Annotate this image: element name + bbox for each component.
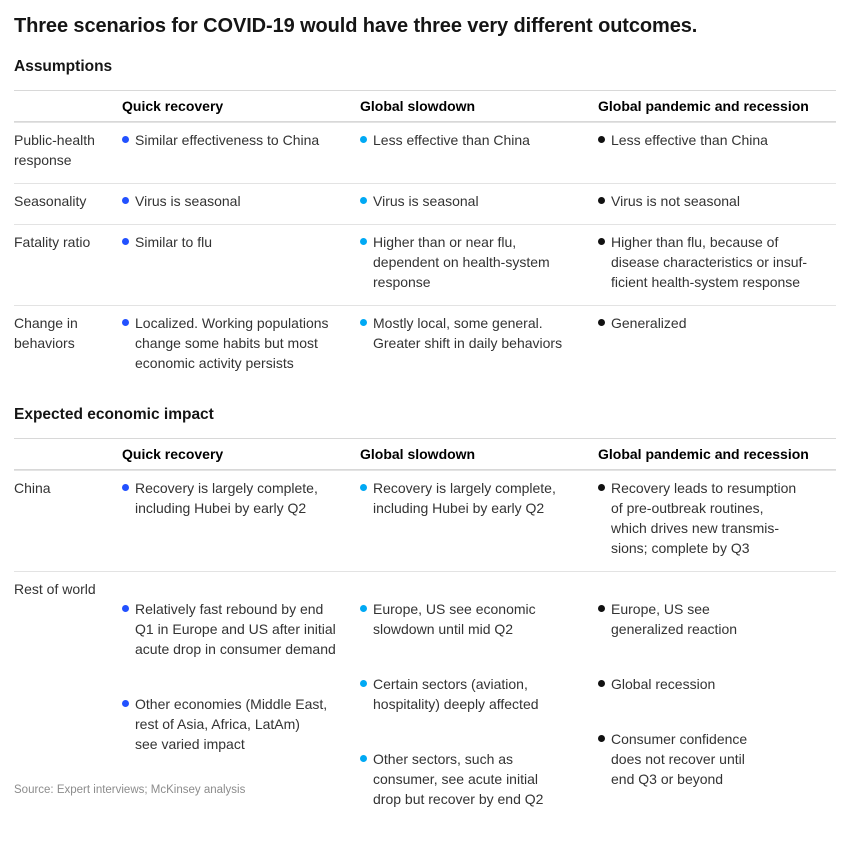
column-header-row: Quick recovery Global slowdown Global pa… [14,90,836,122]
column-header-row: Quick recovery Global slowdown Global pa… [14,438,836,470]
bullet-dot [360,136,367,143]
column-header-global-slowdown: Global slowdown [360,98,476,114]
bullet-text: Virus is seasonal [135,193,241,209]
bullet-text: Virus is not seasonal [611,193,740,209]
bullet-dot [598,484,605,491]
exhibit-page: { "page": { "title": "Three scenarios fo… [14,15,836,807]
bullet-dot [360,197,367,204]
table-row-public-health: Public-health response Similar effective… [14,122,836,183]
row-label: China [14,480,51,496]
bullet-item: Similar to flu [122,232,354,252]
bullet-item: Virus is not seasonal [598,191,830,211]
row-label: Rest of world [14,581,96,597]
column-header-global-pandemic: Global pandemic and recession [598,98,809,114]
bullet-dot [598,680,605,687]
row-label: Change in behaviors [14,315,78,351]
bullet-dot [122,238,129,245]
bullet-text: Europe, US see generalized reaction [611,601,738,637]
bullet-dot [360,605,367,612]
page-title: Three scenarios for COVID-19 would have … [14,15,698,37]
column-header-global-pandemic: Global pandemic and recession [598,446,809,462]
bullet-dot [122,484,129,491]
bullet-item: Higher than or near flu, dependent on he… [360,232,592,292]
bullet-item: Localized. Working populations change so… [122,313,354,373]
bullet-dot [360,319,367,326]
bullet-dot [122,136,129,143]
bullet-text: Higher than flu, because of disease char… [611,234,808,290]
bullet-text: Relatively fast rebound by end Q1 in Eur… [135,601,336,657]
bullet-dot [122,700,129,707]
bullet-text: Consumer confidence does not recover unt… [611,731,748,787]
bullet-item: Virus is seasonal [122,191,354,211]
column-header-quick-recovery: Quick recovery [122,446,224,462]
bullet-dot [598,319,605,326]
bullet-item: Certain sectors (aviation, hospitality) … [360,674,592,714]
bullet-dot [598,136,605,143]
bullet-dot [122,197,129,204]
row-label: Public-health response [14,132,95,168]
bullet-item: Similar effectiveness to China [122,130,354,150]
bullet-item: Less effective than China [598,130,830,150]
row-label: Seasonality [14,193,87,209]
bullet-text: Higher than or near flu, dependent on he… [373,234,550,290]
bullet-item: Europe, US see generalized reaction [598,599,830,639]
header-spacer [14,91,122,121]
bullet-dot [598,238,605,245]
table-row-rest-of-world: Rest of world Relatively fast rebound by… [14,571,836,842]
economic-impact-table: Quick recovery Global slowdown Global pa… [14,438,836,842]
bullet-item: Generalized [598,313,830,333]
bullet-dot [360,238,367,245]
bullet-text: Recovery is largely complete, including … [373,480,556,516]
bullet-text: Certain sectors (aviation, hospitality) … [373,676,539,712]
bullet-dot [122,319,129,326]
bullet-dot [360,484,367,491]
bullet-text: Less effective than China [373,132,530,148]
bullet-text: Europe, US see economic slowdown until m… [373,601,536,637]
bullet-dot [122,605,129,612]
bullet-item: Relatively fast rebound by end Q1 in Eur… [122,599,354,659]
bullet-dot [598,197,605,204]
bullet-dot [598,605,605,612]
source-note: Source: Expert interviews; McKinsey anal… [14,784,246,796]
bullet-text: Similar effectiveness to China [135,132,320,148]
bullet-item: Other sectors, such as consumer, see acu… [360,749,592,809]
bullet-item: Higher than flu, because of disease char… [598,232,830,292]
bullet-dot [360,680,367,687]
bullet-item: Consumer confidence does not recover unt… [598,729,830,789]
bullet-item: Europe, US see economic slowdown until m… [360,599,592,639]
bullet-dot [360,755,367,762]
bullet-text: Less effective than China [611,132,768,148]
column-header-quick-recovery: Quick recovery [122,98,224,114]
bullet-item: Global recession [598,674,830,694]
bullet-item: Mostly local, some general. Greater shif… [360,313,592,353]
bullet-text: Global recession [611,676,716,692]
bullet-text: Mostly local, some general. Greater shif… [373,315,563,351]
table-row-seasonality: Seasonality Virus is seasonal Virus is s… [14,183,836,224]
bullet-text: Other economies (Middle East, rest of As… [135,696,328,752]
bullet-item: Recovery leads to resumption of pre-outb… [598,478,830,558]
bullet-item: Other economies (Middle East, rest of As… [122,694,354,754]
bullet-text: Recovery leads to resumption of pre-outb… [611,480,797,556]
bullet-text: Localized. Working populations change so… [135,315,329,371]
bullet-item: Less effective than China [360,130,592,150]
column-header-global-slowdown: Global slowdown [360,446,476,462]
bullet-item: Recovery is largely complete, including … [360,478,592,518]
bullet-item: Recovery is largely complete, including … [122,478,354,518]
table-row-change-in-behaviors: Change in behaviors Localized. Working p… [14,305,836,386]
bullet-text: Similar to flu [135,234,213,250]
row-label: Fatality ratio [14,234,91,250]
assumptions-table: Quick recovery Global slowdown Global pa… [14,90,836,386]
section-heading-economic-impact: Expected economic impact [14,406,214,423]
bullet-text: Recovery is largely complete, including … [135,480,318,516]
header-spacer [14,439,122,469]
table-row-fatality-ratio: Fatality ratio Similar to flu Higher tha… [14,224,836,305]
section-heading-assumptions: Assumptions [14,58,113,75]
table-row-china: China Recovery is largely complete, incl… [14,470,836,571]
bullet-item: Virus is seasonal [360,191,592,211]
bullet-dot [598,735,605,742]
bullet-text: Other sectors, such as consumer, see acu… [373,751,544,807]
bullet-text: Generalized [611,315,687,331]
bullet-text: Virus is seasonal [373,193,479,209]
